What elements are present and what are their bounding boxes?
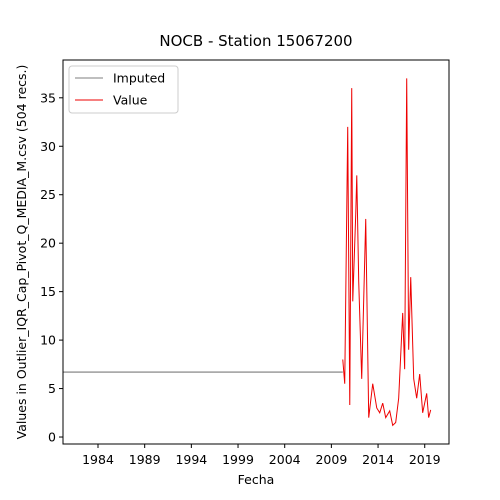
x-tick-label: 2009 bbox=[315, 452, 347, 467]
x-tick-label: 1994 bbox=[175, 452, 207, 467]
y-tick-label: 35 bbox=[40, 90, 56, 105]
legend-label: Imputed bbox=[113, 71, 165, 86]
x-tick-label: 2019 bbox=[409, 452, 441, 467]
data-line bbox=[342, 78, 432, 427]
legend-label: Value bbox=[113, 93, 148, 108]
y-tick-label: 15 bbox=[40, 284, 56, 299]
y-tick-label: 0 bbox=[48, 430, 56, 445]
y-tick-label: 25 bbox=[40, 187, 56, 202]
x-tick-label: 2014 bbox=[362, 452, 394, 467]
plot-frame bbox=[62, 59, 450, 445]
x-tick-label: 1989 bbox=[129, 452, 161, 467]
chart-title: NOCB - Station 15067200 bbox=[159, 32, 352, 50]
x-tick-label: 1999 bbox=[222, 452, 254, 467]
y-tick-label: 30 bbox=[40, 139, 56, 154]
y-tick-label: 5 bbox=[48, 381, 56, 396]
x-tick-label: 1984 bbox=[82, 452, 114, 467]
y-axis-label: Values in Outlier_IQR_Cap_Pivot_Q_MEDIA_… bbox=[14, 65, 29, 440]
x-tick-label: 2004 bbox=[269, 452, 301, 467]
y-tick-label: 20 bbox=[40, 236, 56, 251]
y-tick-label: 10 bbox=[40, 333, 56, 348]
x-axis-label: Fecha bbox=[238, 472, 275, 487]
